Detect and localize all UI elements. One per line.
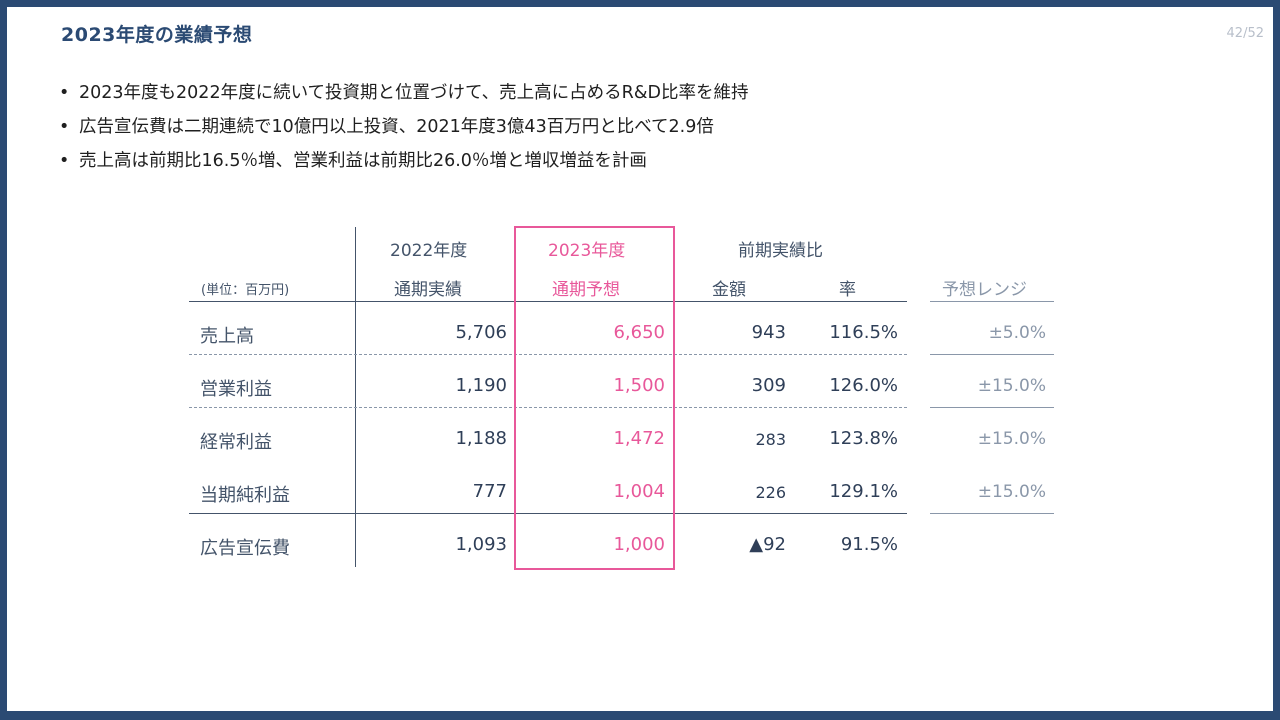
- row-divider: [189, 354, 907, 355]
- value-2023: 1,004: [613, 481, 665, 502]
- range-header-rule: [930, 301, 1054, 302]
- value-2023: 1,472: [613, 428, 665, 449]
- bullet-dot-icon: •: [59, 151, 70, 171]
- value-range: ±15.0%: [977, 482, 1046, 502]
- bullet-item: • 売上高は前期比16.5％増、営業利益は前期比26.0％増と増収増益を計画: [59, 146, 748, 180]
- value-rate: 129.1%: [829, 481, 898, 502]
- forecast-highlight-box: [514, 226, 675, 570]
- row-label: 営業利益: [200, 379, 272, 400]
- row-divider: [189, 407, 907, 408]
- header-2022-year: 2022年度: [390, 241, 468, 261]
- range-row-rule: [930, 354, 1054, 355]
- value-range: ±15.0%: [977, 429, 1046, 449]
- value-rate: 91.5%: [840, 534, 898, 555]
- value-amount: ▲92: [749, 534, 786, 555]
- slide-title: 2023年度の業績予想: [61, 24, 253, 46]
- value-rate: 116.5%: [829, 322, 898, 343]
- header-2023-forecast: 通期予想: [552, 280, 620, 300]
- row-label: 経常利益: [200, 432, 272, 453]
- header-2022-actual: 通期実績: [394, 280, 462, 300]
- value-range: ±5.0%: [988, 323, 1046, 343]
- value-amount: 309: [751, 375, 786, 396]
- value-2022: 1,188: [455, 428, 507, 449]
- value-amount: 226: [755, 483, 786, 502]
- value-rate: 126.0%: [829, 375, 898, 396]
- unit-label: (単位：百万円): [201, 283, 290, 298]
- bullet-dot-icon: •: [59, 83, 70, 103]
- page-number: 42/52: [1226, 26, 1264, 41]
- bullet-item: • 2023年度も2022年度に続いて投資期と位置づけて、売上高に占めるR&D比率…: [59, 78, 748, 112]
- bullet-text: 広告宣伝費は二期連続で10億円以上投資、2021年度3億43百万円と比べて2.9…: [79, 117, 714, 137]
- value-rate: 123.8%: [829, 428, 898, 449]
- row-label: 売上高: [200, 326, 254, 347]
- range-row-rule: [930, 513, 1054, 514]
- value-2023: 6,650: [613, 322, 665, 343]
- value-2023: 1,000: [613, 534, 665, 555]
- header-2023-year: 2023年度: [548, 241, 626, 261]
- header-amount: 金額: [712, 280, 746, 300]
- header-range: 予想レンジ: [942, 280, 1027, 300]
- value-range: ±15.0%: [977, 376, 1046, 396]
- bullet-text: 2023年度も2022年度に続いて投資期と位置づけて、売上高に占めるR&D比率を…: [79, 83, 749, 103]
- total-rule: [189, 513, 907, 514]
- value-2022: 777: [472, 481, 507, 502]
- value-amount: 283: [755, 430, 786, 449]
- row-label: 広告宣伝費: [200, 538, 290, 559]
- column-divider: [355, 227, 356, 567]
- bullet-item: • 広告宣伝費は二期連続で10億円以上投資、2021年度3億43百万円と比べて2.…: [59, 112, 748, 146]
- value-2022: 1,093: [455, 534, 507, 555]
- bullet-text: 売上高は前期比16.5％増、営業利益は前期比26.0％増と増収増益を計画: [79, 151, 647, 171]
- value-2022: 1,190: [455, 375, 507, 396]
- range-row-rule: [930, 407, 1054, 408]
- value-amount: 943: [751, 322, 786, 343]
- row-label: 当期純利益: [200, 485, 290, 506]
- bullet-dot-icon: •: [59, 117, 70, 137]
- header-rate: 率: [839, 280, 856, 300]
- header-prev-ratio: 前期実績比: [738, 241, 823, 261]
- bullet-list: • 2023年度も2022年度に続いて投資期と位置づけて、売上高に占めるR&D比率…: [59, 78, 748, 180]
- header-rule: [189, 301, 907, 302]
- value-2023: 1,500: [613, 375, 665, 396]
- value-2022: 5,706: [455, 322, 507, 343]
